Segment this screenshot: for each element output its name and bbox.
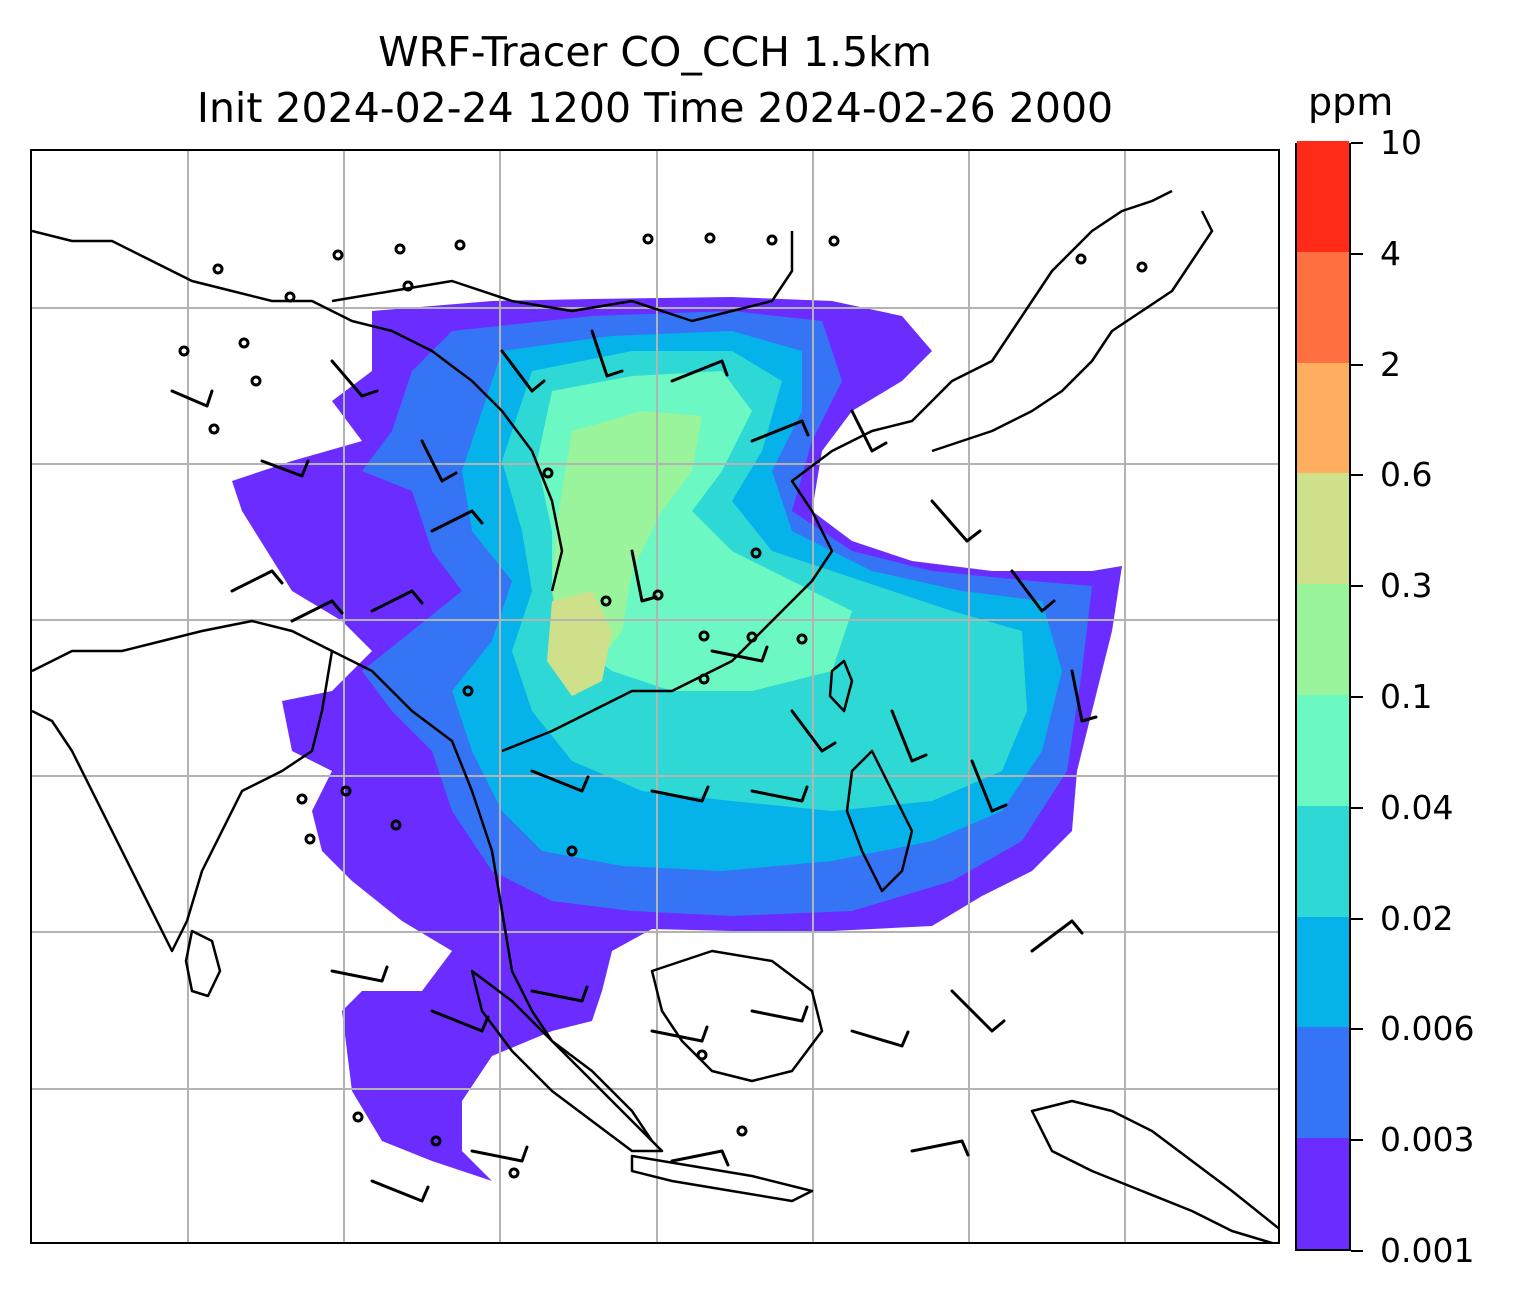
colorbar-segment [1297, 1026, 1349, 1139]
coastline-indochina [331, 649, 654, 1142]
colorbar-segment [1297, 472, 1349, 585]
coastline-south-china [501, 189, 1173, 753]
colorbar-segment [1297, 362, 1349, 474]
colorbar-segment [1297, 805, 1349, 917]
map-canvas [32, 151, 1278, 1242]
colorbar-tick-label: 0.006 [1380, 1009, 1475, 1049]
colorbar [1295, 140, 1351, 1251]
tracer-region-yellow [547, 591, 612, 696]
colorbar-segment [1297, 694, 1349, 806]
colorbar-tick [1351, 1139, 1363, 1142]
colorbar-tick-label: 4 [1380, 233, 1401, 273]
wind-barbs [170, 329, 1098, 1203]
colorbar-tick-label: 10 [1380, 123, 1422, 162]
coastline-south-asia [32, 619, 334, 953]
colorbar-segment [1297, 251, 1349, 363]
coastline-sumatra [470, 969, 664, 1153]
map-title-line-1: WRF-Tracer CO_CCH 1.5km [378, 28, 932, 76]
coastlines [32, 189, 1278, 1242]
map-panel [30, 149, 1280, 1244]
colorbar-tick [1351, 1028, 1363, 1031]
colorbar-tick [1351, 142, 1363, 144]
colorbar-tick [1351, 1250, 1363, 1252]
coastline-java [630, 1154, 814, 1203]
colorbar-segment [1297, 140, 1349, 252]
gridlines [32, 151, 1278, 1242]
colorbar-tick-label: 0.6 [1380, 455, 1433, 495]
colorbar-tick-label: 0.04 [1380, 787, 1454, 827]
colorbar-tick-label: 0.003 [1380, 1120, 1475, 1160]
border-central-asia [32, 229, 564, 592]
colorbar-unit-label: ppm [1308, 80, 1394, 124]
colorbar-segment [1297, 583, 1349, 695]
tracer-field [232, 297, 1122, 1181]
colorbar-segment [1297, 1137, 1349, 1249]
colorbar-tick [1351, 806, 1363, 809]
colorbar-tick [1351, 252, 1363, 255]
coastline-sri-lanka [184, 929, 222, 998]
colorbar-tick [1351, 917, 1363, 920]
colorbar-tick-label: 0.02 [1380, 898, 1454, 938]
border-mongolia [331, 231, 794, 323]
colorbar-tick [1351, 474, 1363, 477]
colorbar-tick-label: 2 [1380, 344, 1401, 384]
colorbar-tick [1351, 585, 1363, 588]
coastline-borneo [650, 949, 824, 1083]
colorbar-tick-label: 0.001 [1380, 1231, 1475, 1270]
calm-circles [178, 232, 1148, 1179]
colorbar-tick [1351, 363, 1363, 366]
coastline-taiwan [828, 659, 854, 713]
colorbar-tick [1351, 696, 1363, 698]
colorbar-tick-label: 0.1 [1380, 677, 1433, 716]
coastline-new-guinea [1030, 1099, 1278, 1242]
map-title-line-2: Init 2024-02-24 1200 Time 2024-02-26 200… [196, 84, 1114, 132]
coastline-korea-japan [931, 210, 1214, 453]
colorbar-tick-label: 0.3 [1380, 566, 1433, 606]
coastline-philippines [845, 749, 914, 893]
colorbar-segment [1297, 916, 1349, 1028]
